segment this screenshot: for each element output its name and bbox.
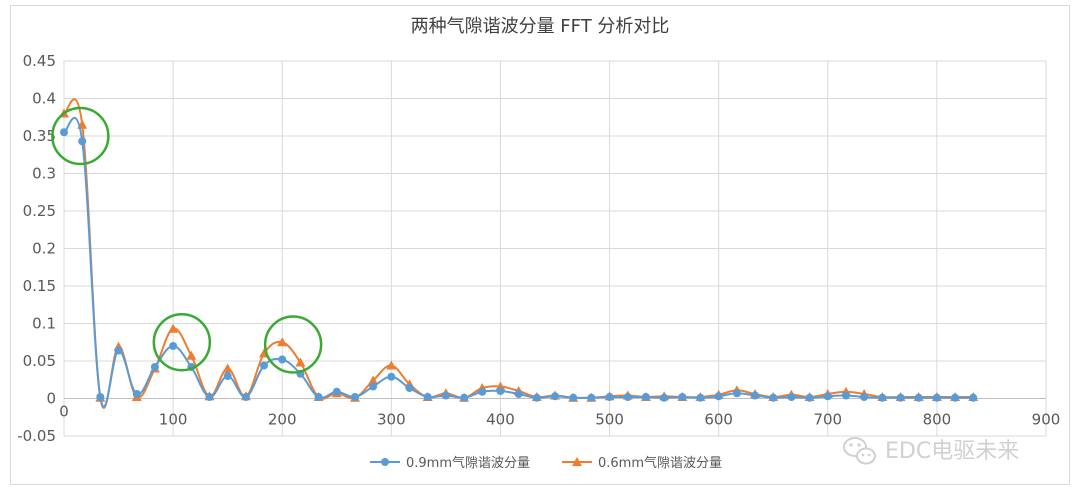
legend: 0.9mm气隙谐波分量 0.6mm气隙谐波分量 <box>370 455 722 471</box>
data-point <box>405 384 414 392</box>
y-tick-label: 0 <box>46 390 56 408</box>
data-point <box>841 391 850 400</box>
data-point <box>605 393 614 401</box>
data-point <box>168 323 179 333</box>
y-tick-label: 0.3 <box>32 165 56 183</box>
data-point <box>222 363 233 373</box>
legend-label: 0.6mm气隙谐波分量 <box>598 455 722 471</box>
series-layer <box>59 98 979 409</box>
data-point <box>387 372 396 381</box>
series-0-6mm <box>59 98 979 409</box>
legend-marker <box>572 457 582 466</box>
series-0-9mm <box>60 116 978 408</box>
data-point <box>478 387 487 396</box>
data-point <box>332 387 341 396</box>
data-point <box>805 393 814 402</box>
x-tick-label: 0 <box>59 403 69 421</box>
data-point <box>277 337 288 347</box>
x-tick-label: 300 <box>377 411 406 429</box>
data-point <box>350 393 359 401</box>
data-point <box>514 390 523 398</box>
data-point <box>169 342 178 350</box>
y-tick-label: 0.15 <box>23 277 56 295</box>
data-point <box>623 393 632 401</box>
annotation-circle <box>152 313 212 372</box>
chart-frame <box>10 5 1070 485</box>
data-point <box>96 393 105 401</box>
chart-title: 两种气隙谐波分量 FFT 分析对比 <box>411 16 670 37</box>
data-point <box>860 393 869 401</box>
data-point <box>641 393 650 401</box>
x-tick-label: 700 <box>813 411 842 429</box>
data-point <box>369 382 378 391</box>
y-tick-label: 0.35 <box>23 127 56 145</box>
data-point <box>114 346 123 355</box>
data-point <box>969 393 978 402</box>
data-point <box>368 375 379 385</box>
data-point <box>951 393 960 402</box>
x-tick-label: 500 <box>595 411 624 429</box>
data-point <box>205 393 214 401</box>
data-point <box>678 393 687 401</box>
data-point <box>696 393 705 402</box>
data-point <box>314 393 323 401</box>
data-point <box>260 361 269 370</box>
watermark: EDC电驱未来 <box>843 437 1019 465</box>
annotation-circle <box>263 315 323 374</box>
watermark-text: EDC电驱未来 <box>885 439 1019 464</box>
legend-marker <box>381 458 389 466</box>
y-tick-label: 0.05 <box>23 352 56 370</box>
wechat-icon <box>843 437 876 465</box>
x-tick-label: 800 <box>923 411 952 429</box>
legend-item: 0.6mm气隙谐波分量 <box>562 455 722 471</box>
data-point <box>660 393 669 402</box>
grid <box>63 60 1047 437</box>
y-tick-label: 0.2 <box>32 240 56 258</box>
data-point <box>60 128 68 137</box>
data-point <box>460 393 469 402</box>
data-point <box>132 390 141 398</box>
data-point <box>150 363 159 371</box>
data-point <box>932 393 941 402</box>
y-tick-label: 0.1 <box>32 315 56 333</box>
x-tick-label: 400 <box>486 411 515 429</box>
x-tick-label: 900 <box>1032 411 1061 429</box>
data-point <box>914 393 923 402</box>
data-point <box>878 393 887 402</box>
data-point <box>823 392 832 401</box>
data-point <box>441 391 450 400</box>
data-point <box>714 392 723 401</box>
data-point <box>532 393 541 402</box>
x-tick-label: 100 <box>159 411 188 429</box>
data-point <box>278 355 287 364</box>
data-point <box>587 393 596 402</box>
x-tick-label: 600 <box>704 411 733 429</box>
x-tick-label: 200 <box>268 411 297 429</box>
data-point <box>732 389 741 398</box>
data-point <box>186 350 197 360</box>
data-point <box>78 137 87 146</box>
data-point <box>423 393 432 401</box>
data-point <box>787 393 796 401</box>
legend-item: 0.9mm气隙谐波分量 <box>370 455 530 471</box>
data-point <box>751 391 760 400</box>
data-point <box>896 393 905 402</box>
data-point <box>295 357 306 367</box>
data-point <box>386 360 397 370</box>
data-point <box>223 372 232 380</box>
y-tick-label: -0.05 <box>17 427 56 445</box>
annotation-circle <box>51 106 110 166</box>
data-point <box>496 387 505 395</box>
data-point <box>769 393 778 402</box>
y-tick-label: 0.45 <box>23 52 56 70</box>
data-point <box>569 393 578 402</box>
y-tick-label: 0.25 <box>23 202 56 220</box>
data-point <box>241 393 250 401</box>
data-point <box>551 392 559 401</box>
annotations <box>51 106 323 374</box>
legend-label: 0.9mm气隙谐波分量 <box>406 455 530 471</box>
y-tick-label: 0.4 <box>32 90 56 108</box>
